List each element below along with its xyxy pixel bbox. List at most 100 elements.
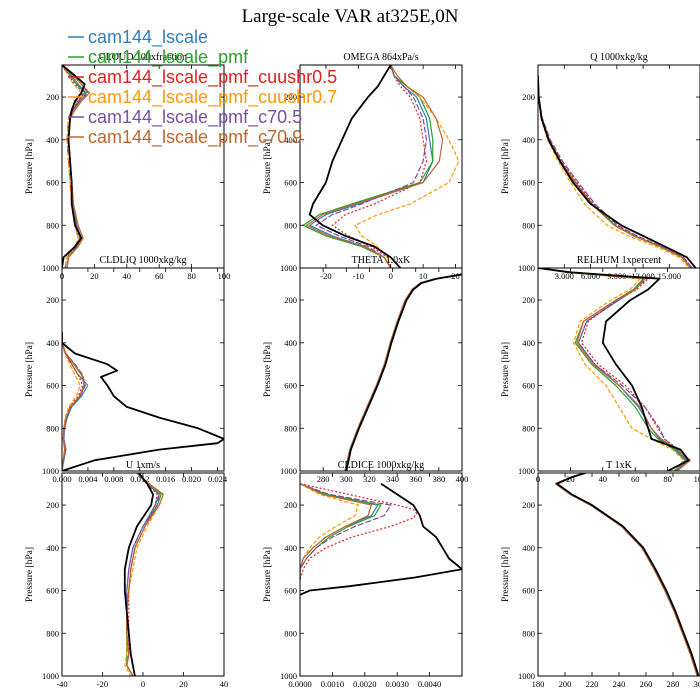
- legend-item-cam144-lscale-pmf-cuushr0-5: cam144_lscale_pmf_cuushr0.5: [68, 67, 337, 88]
- series-line-cam144-lscale-pmf-cuushr0-5: [344, 273, 461, 471]
- panel-theta-1-0xk: THETA 1.0xK Pressure [hPa] 280 300 320 340 360…: [263, 255, 468, 484]
- panel-title: OMEGA 864xPa/s: [343, 52, 418, 63]
- series-line-obs: [308, 65, 402, 268]
- x-tick-label: 0: [141, 679, 145, 689]
- y-tick-label: 1000: [42, 671, 59, 681]
- legend-item-cam144-lscale-pmf-c70-9: cam144_lscale_pmf_c70.9: [68, 127, 302, 148]
- x-tick-label: 320: [363, 474, 376, 484]
- x-tick-label: 0.012: [130, 474, 149, 484]
- series-line-obs: [62, 332, 224, 471]
- series-group: [123, 473, 164, 676]
- x-tick-label: 0.004: [78, 474, 98, 484]
- y-tick-label: 800: [522, 220, 535, 230]
- x-tick-label: 0.0040: [418, 679, 441, 689]
- y-tick-label: 600: [284, 381, 297, 391]
- series-line-cam144-lscale-pmf-cuushr0-7: [124, 473, 164, 676]
- y-tick-label: 800: [46, 628, 59, 638]
- y-tick-label: 400: [522, 543, 535, 553]
- y-tick-label: 1000: [518, 263, 535, 273]
- series-line-obs: [538, 268, 690, 471]
- series-group: [302, 65, 460, 268]
- series-group: [554, 473, 700, 676]
- x-tick-label: 0.020: [182, 474, 201, 484]
- x-tick-label: 180: [532, 679, 545, 689]
- y-tick-label: 200: [522, 92, 535, 102]
- series-line-cam144-lscale-pmf: [538, 75, 691, 268]
- legend-label: cam144_lscale_pmf_c70.5: [88, 107, 302, 128]
- panel-title: T 1xK: [606, 460, 632, 471]
- series-line-cam144-lscale-pmf-cuushr0-7: [344, 273, 461, 471]
- series-line-cam144-lscale: [344, 273, 461, 471]
- panel-title: Q 1000xkg/kg: [590, 52, 648, 63]
- y-axis-label: Pressure [hPa]: [25, 547, 35, 602]
- y-tick-label: 400: [522, 135, 535, 145]
- x-tick-label: 20: [566, 474, 575, 484]
- panels: CLOUD 100xfraction Pressure [hPa] 0 20 40 60 8…: [25, 52, 700, 689]
- figure-title: Large-scale VAR at325E,0N: [242, 6, 459, 27]
- y-tick-label: 200: [522, 500, 535, 510]
- series-line-cam144-lscale-pmf-cuushr0-5: [538, 268, 690, 471]
- y-tick-label: 800: [522, 423, 535, 433]
- series-line-obs: [538, 75, 697, 268]
- panel-title: CLDLIQ 1000xkg/kg: [100, 255, 187, 266]
- series-line-cam144-lscale-pmf-cuushr0-7: [62, 65, 83, 268]
- panel-title: CLDICE 1000xkg/kg: [338, 460, 424, 471]
- series-line-cam144-lscale-pmf-c70-9: [344, 273, 461, 471]
- y-tick-label: 400: [284, 338, 297, 348]
- x-tick-label: 260: [640, 679, 653, 689]
- x-tick-label: 10: [419, 271, 428, 281]
- y-axis-label: Pressure [hPa]: [501, 547, 511, 602]
- plot-frame: [299, 472, 463, 677]
- series-line-obs: [345, 273, 462, 471]
- x-tick-label: 6.000: [581, 271, 600, 281]
- y-tick-label: 1000: [280, 466, 297, 476]
- legend-item-cam144-lscale-pmf-cuushr0-7: cam144_lscale_pmf_cuushr0.7: [68, 87, 337, 108]
- series-line-obs: [300, 482, 462, 596]
- plot-frame: [537, 267, 700, 472]
- legend-label: cam144_lscale_pmf_c70.9: [88, 127, 302, 148]
- x-tick-label: 360: [409, 474, 422, 484]
- x-tick-label: 280: [317, 474, 330, 484]
- y-tick-label: 800: [46, 220, 59, 230]
- y-axis-label: Pressure [hPa]: [263, 342, 273, 397]
- legend-item-cam144-lscale: cam144_lscale: [68, 27, 208, 48]
- y-tick-label: 200: [46, 500, 59, 510]
- x-tick-label: 300: [694, 679, 700, 689]
- plot-frame: [61, 472, 225, 677]
- y-tick-label: 800: [46, 423, 59, 433]
- x-tick-label: 20: [179, 679, 188, 689]
- y-tick-label: 400: [46, 543, 59, 553]
- panel-t-1xk: T 1xK Pressure [hPa] 180 200 220 240 260 280 300…: [501, 460, 700, 689]
- series-line-cam144-lscale-pmf-cuushr0-5: [300, 483, 418, 580]
- panel-cldice-1000xkg-kg: CLDICE 1000xkg/kg Pressure [hPa] 0.0000 0.0…: [263, 460, 463, 689]
- x-tick-label: -10: [353, 271, 364, 281]
- series-line-cam144-lscale-pmf-cuushr0-5: [554, 473, 698, 676]
- y-tick-label: 600: [46, 586, 59, 596]
- y-tick-label: 800: [284, 220, 297, 230]
- y-tick-label: 1000: [518, 671, 535, 681]
- legend-item-cam144-lscale-pmf-c70-5: cam144_lscale_pmf_c70.5: [68, 107, 302, 128]
- x-tick-label: 240: [613, 679, 626, 689]
- panel-u-1xm-s: U 1xm/s Pressure [hPa] -40 -20 0 20 40 200 400 60…: [25, 460, 228, 689]
- series-group: [62, 332, 224, 471]
- y-tick-label: 200: [284, 295, 297, 305]
- x-tick-label: -20: [320, 271, 331, 281]
- y-tick-label: 400: [522, 338, 535, 348]
- series-line-cam144-lscale-pmf-cuushr0-7: [554, 473, 698, 676]
- y-tick-label: 200: [284, 500, 297, 510]
- y-tick-label: 1000: [42, 466, 59, 476]
- y-tick-label: 400: [46, 135, 59, 145]
- x-tick-label: 20: [90, 271, 99, 281]
- series-line-cam144-lscale-pmf-c70-9: [305, 65, 444, 268]
- x-tick-label: 380: [432, 474, 445, 484]
- y-axis-label: Pressure [hPa]: [263, 139, 273, 194]
- y-tick-label: 200: [522, 295, 535, 305]
- series-line-cam144-lscale-pmf-cuushr0-7: [538, 268, 685, 471]
- legend-item-cam144-lscale-pmf: cam144_lscale_pmf: [68, 47, 249, 68]
- y-axis-label: Pressure [hPa]: [25, 139, 35, 194]
- x-tick-label: 100: [694, 474, 700, 484]
